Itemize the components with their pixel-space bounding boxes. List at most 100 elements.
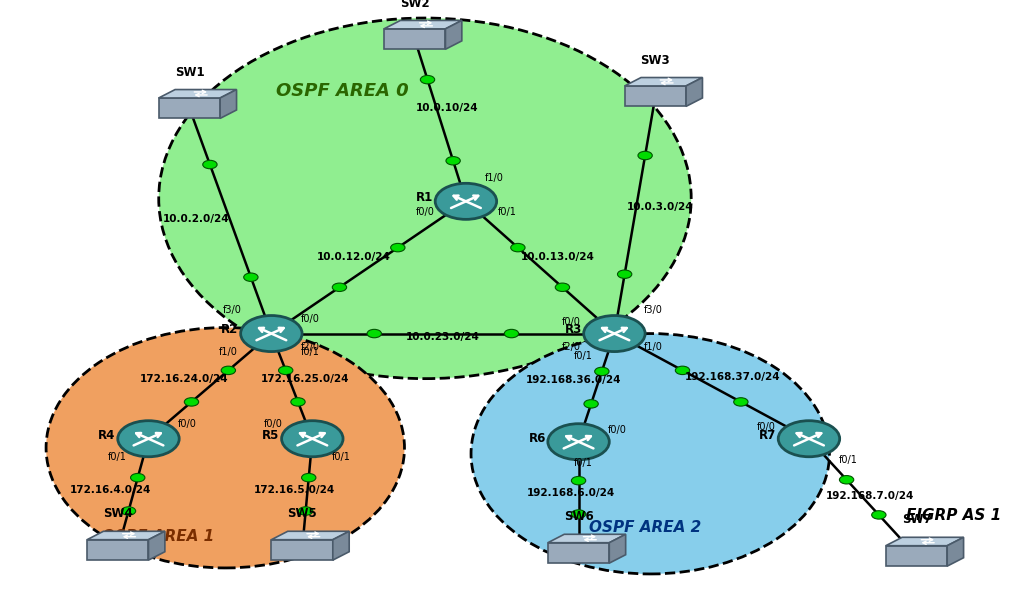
Circle shape bbox=[638, 151, 652, 160]
Text: f0/1: f0/1 bbox=[498, 207, 516, 217]
Polygon shape bbox=[686, 78, 702, 106]
Circle shape bbox=[504, 329, 518, 338]
Polygon shape bbox=[886, 546, 947, 566]
Polygon shape bbox=[947, 537, 964, 566]
Polygon shape bbox=[148, 531, 165, 560]
Circle shape bbox=[778, 421, 840, 457]
Text: 192.168.7.0/24: 192.168.7.0/24 bbox=[826, 491, 914, 501]
Text: 10.0.10/24: 10.0.10/24 bbox=[416, 103, 479, 113]
Circle shape bbox=[446, 156, 461, 165]
Polygon shape bbox=[87, 540, 148, 560]
Circle shape bbox=[241, 316, 302, 352]
Text: SW3: SW3 bbox=[641, 53, 670, 67]
Polygon shape bbox=[384, 29, 445, 49]
Polygon shape bbox=[625, 86, 686, 106]
Polygon shape bbox=[548, 543, 609, 563]
Text: SW2: SW2 bbox=[400, 0, 429, 10]
Text: R7: R7 bbox=[759, 429, 776, 442]
Text: f0/1: f0/1 bbox=[109, 452, 127, 462]
Polygon shape bbox=[384, 20, 462, 29]
Circle shape bbox=[676, 366, 690, 374]
Text: R4: R4 bbox=[98, 429, 116, 442]
Circle shape bbox=[840, 475, 854, 484]
Circle shape bbox=[617, 270, 632, 278]
Circle shape bbox=[121, 507, 135, 515]
Circle shape bbox=[299, 507, 313, 515]
Text: 172.16.4.0/24: 172.16.4.0/24 bbox=[70, 485, 152, 495]
Circle shape bbox=[435, 183, 497, 219]
Ellipse shape bbox=[159, 18, 691, 379]
Circle shape bbox=[555, 283, 569, 291]
Text: f0/0: f0/0 bbox=[264, 419, 283, 429]
Text: SW6: SW6 bbox=[563, 510, 594, 523]
Text: f2/0: f2/0 bbox=[562, 342, 581, 352]
Text: OSPF AREA 1: OSPF AREA 1 bbox=[102, 529, 215, 544]
Circle shape bbox=[203, 160, 217, 169]
Text: R3: R3 bbox=[564, 323, 582, 337]
Circle shape bbox=[595, 367, 609, 376]
Text: 192.168.36.0/24: 192.168.36.0/24 bbox=[525, 375, 622, 385]
Polygon shape bbox=[220, 90, 237, 118]
Circle shape bbox=[511, 243, 525, 252]
Text: SW5: SW5 bbox=[287, 507, 317, 520]
Circle shape bbox=[584, 316, 645, 352]
Polygon shape bbox=[159, 98, 220, 118]
Circle shape bbox=[184, 398, 199, 406]
Text: f0/0: f0/0 bbox=[301, 314, 319, 323]
Circle shape bbox=[391, 243, 406, 252]
Polygon shape bbox=[445, 20, 462, 49]
Circle shape bbox=[244, 273, 258, 281]
Text: SW1: SW1 bbox=[175, 66, 204, 79]
Text: f0/0: f0/0 bbox=[757, 422, 775, 432]
Polygon shape bbox=[87, 531, 165, 540]
Circle shape bbox=[571, 477, 586, 485]
Polygon shape bbox=[886, 537, 964, 546]
Text: 172.16.24.0/24: 172.16.24.0/24 bbox=[140, 374, 228, 383]
Text: 192.168.6.0/24: 192.168.6.0/24 bbox=[527, 488, 615, 498]
Text: 172.16.25.0/24: 172.16.25.0/24 bbox=[261, 374, 349, 383]
Polygon shape bbox=[159, 90, 237, 98]
Circle shape bbox=[282, 421, 343, 457]
Text: 10.0.2.0/24: 10.0.2.0/24 bbox=[163, 215, 230, 224]
Text: SW4: SW4 bbox=[102, 507, 133, 520]
Polygon shape bbox=[548, 534, 626, 543]
Text: f0/1: f0/1 bbox=[839, 455, 857, 465]
Circle shape bbox=[332, 283, 346, 291]
Circle shape bbox=[421, 75, 435, 84]
Text: f0/0: f0/0 bbox=[562, 317, 581, 326]
Circle shape bbox=[571, 510, 586, 518]
Text: 10.0.3.0/24: 10.0.3.0/24 bbox=[627, 203, 694, 212]
Text: R5: R5 bbox=[262, 429, 280, 442]
Text: SW7: SW7 bbox=[902, 513, 931, 526]
Circle shape bbox=[367, 329, 381, 338]
Text: f0/0: f0/0 bbox=[178, 419, 197, 429]
Text: 10.0.23.0/24: 10.0.23.0/24 bbox=[406, 332, 479, 341]
Text: f0/1: f0/1 bbox=[332, 452, 350, 462]
Text: 10.0.12.0/24: 10.0.12.0/24 bbox=[316, 252, 390, 262]
Text: OSPF AREA 2: OSPF AREA 2 bbox=[589, 520, 701, 535]
Polygon shape bbox=[271, 540, 333, 560]
Text: f0/1: f0/1 bbox=[574, 352, 593, 361]
Circle shape bbox=[733, 398, 748, 406]
Circle shape bbox=[301, 474, 315, 482]
Circle shape bbox=[548, 424, 609, 460]
Text: f3/0: f3/0 bbox=[644, 305, 663, 314]
Text: R1: R1 bbox=[416, 191, 433, 204]
Text: R2: R2 bbox=[221, 323, 239, 337]
Text: f1/0: f1/0 bbox=[644, 342, 663, 352]
Text: 10.0.13.0/24: 10.0.13.0/24 bbox=[521, 252, 595, 262]
Polygon shape bbox=[609, 534, 626, 563]
Text: f2/0: f2/0 bbox=[301, 342, 319, 352]
Text: R6: R6 bbox=[528, 432, 546, 445]
Text: f0/1: f0/1 bbox=[574, 458, 593, 468]
Circle shape bbox=[871, 511, 886, 519]
Text: 172.16.5.0/24: 172.16.5.0/24 bbox=[254, 485, 336, 495]
Circle shape bbox=[291, 398, 305, 406]
Polygon shape bbox=[271, 531, 349, 540]
Circle shape bbox=[131, 474, 145, 482]
Circle shape bbox=[118, 421, 179, 457]
Circle shape bbox=[221, 366, 236, 374]
Text: OSPF AREA 0: OSPF AREA 0 bbox=[276, 82, 410, 100]
Polygon shape bbox=[625, 78, 702, 86]
Text: f1/0: f1/0 bbox=[219, 347, 238, 356]
